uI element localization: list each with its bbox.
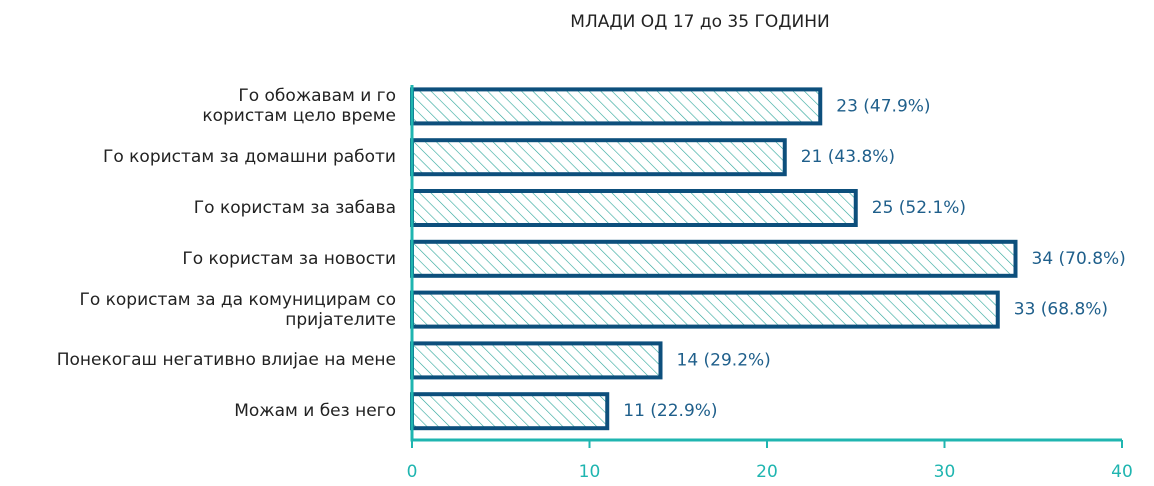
category-label: Го користам за новости [182, 248, 396, 269]
category-label: Го користам за домашни работи [102, 147, 396, 168]
category-label: Понекогаш негативно влијае на мене [56, 350, 396, 371]
x-tick-label: 30 [934, 462, 956, 482]
x-tick-label: 20 [756, 462, 778, 482]
value-label: 21 (43.8%) [801, 147, 895, 167]
x-tick-label: 40 [1111, 462, 1133, 482]
bar [410, 341, 663, 380]
bar [410, 392, 610, 431]
bar [410, 189, 858, 227]
value-label: 23 (47.9%) [836, 96, 930, 116]
chart-title: МЛАДИ ОД 17 до 35 ГОДИНИ [570, 12, 829, 32]
x-tick-label: 0 [407, 462, 418, 482]
category-label: Можам и без него [234, 401, 396, 422]
bar [410, 290, 1000, 329]
bar [410, 138, 787, 177]
value-label: 14 (29.2%) [677, 350, 771, 370]
x-tick-label: 10 [579, 462, 601, 482]
value-label: 25 (52.1%) [872, 198, 966, 218]
category-label: Го користам за забава [193, 198, 396, 218]
category-label: Го користам за да комуницирам со пријате… [79, 289, 396, 330]
value-label: 11 (22.9%) [623, 401, 717, 421]
value-label: 34 (70.8%) [1032, 249, 1126, 269]
bar [410, 239, 1018, 278]
bar [410, 87, 823, 126]
value-label: 33 (68.8%) [1014, 300, 1108, 320]
category-label: Го обожавам и го користам цело време [202, 86, 396, 127]
